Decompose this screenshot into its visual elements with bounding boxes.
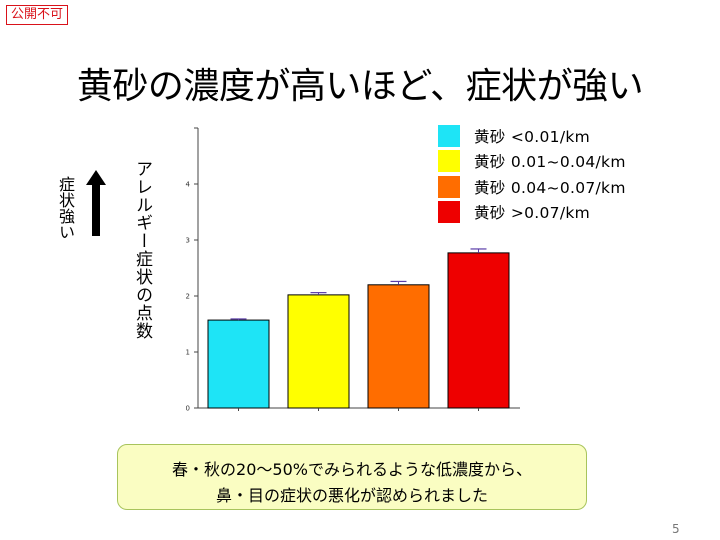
legend-label: 黄砂 <0.01/km <box>474 127 591 146</box>
y-tick-label: 2 <box>186 293 190 301</box>
legend-swatch <box>438 124 460 147</box>
legend-item: 黄砂 0.01~0.04/km <box>438 149 626 174</box>
legend-swatch <box>438 175 460 198</box>
y-tick-label: 4 <box>186 181 191 189</box>
bar-chart: 0 1 2 3 4 <box>186 127 520 413</box>
bar <box>207 319 270 409</box>
bar <box>287 294 350 409</box>
bar <box>447 252 510 409</box>
summary-note: 春・秋の20～50%でみられるような低濃度から、 鼻・目の症状の悪化が認められま… <box>117 444 587 510</box>
legend-label: 黄砂 0.04~0.07/km <box>474 178 626 197</box>
legend-item: 黄砂 >0.07/km <box>438 200 626 225</box>
stronger-symptoms-label: 症状強い <box>56 176 75 240</box>
bar <box>367 284 430 409</box>
slide-title: 黄砂の濃度が高いほど、症状が強い <box>76 66 644 107</box>
y-tick-label: 1 <box>186 349 190 357</box>
legend-swatch <box>438 201 460 223</box>
y-tick-label: 0 <box>186 405 190 413</box>
summary-note-line: 春・秋の20～50%でみられるような低濃度から、 <box>172 460 532 479</box>
arrow-up-icon <box>86 170 106 236</box>
y-axis-label: アレルギー症状の点数 <box>132 160 152 340</box>
legend-item: 黄砂 <0.01/km <box>438 123 626 148</box>
legend-swatch <box>438 150 460 172</box>
legend-item: 黄砂 0.04~0.07/km <box>438 174 626 199</box>
summary-note-line: 鼻・目の症状の悪化が認められました <box>215 486 488 505</box>
y-tick-label: 3 <box>186 237 190 245</box>
legend-label: 黄砂 0.01~0.04/km <box>474 153 626 171</box>
page-number: 5 <box>672 522 680 536</box>
legend-label: 黄砂 >0.07/km <box>474 204 591 222</box>
confidential-stamp: 公開不可 <box>6 5 69 25</box>
chart-legend: 黄砂 <0.01/km 黄砂 0.01~0.04/km 黄砂 0.04~0.07… <box>438 123 626 225</box>
